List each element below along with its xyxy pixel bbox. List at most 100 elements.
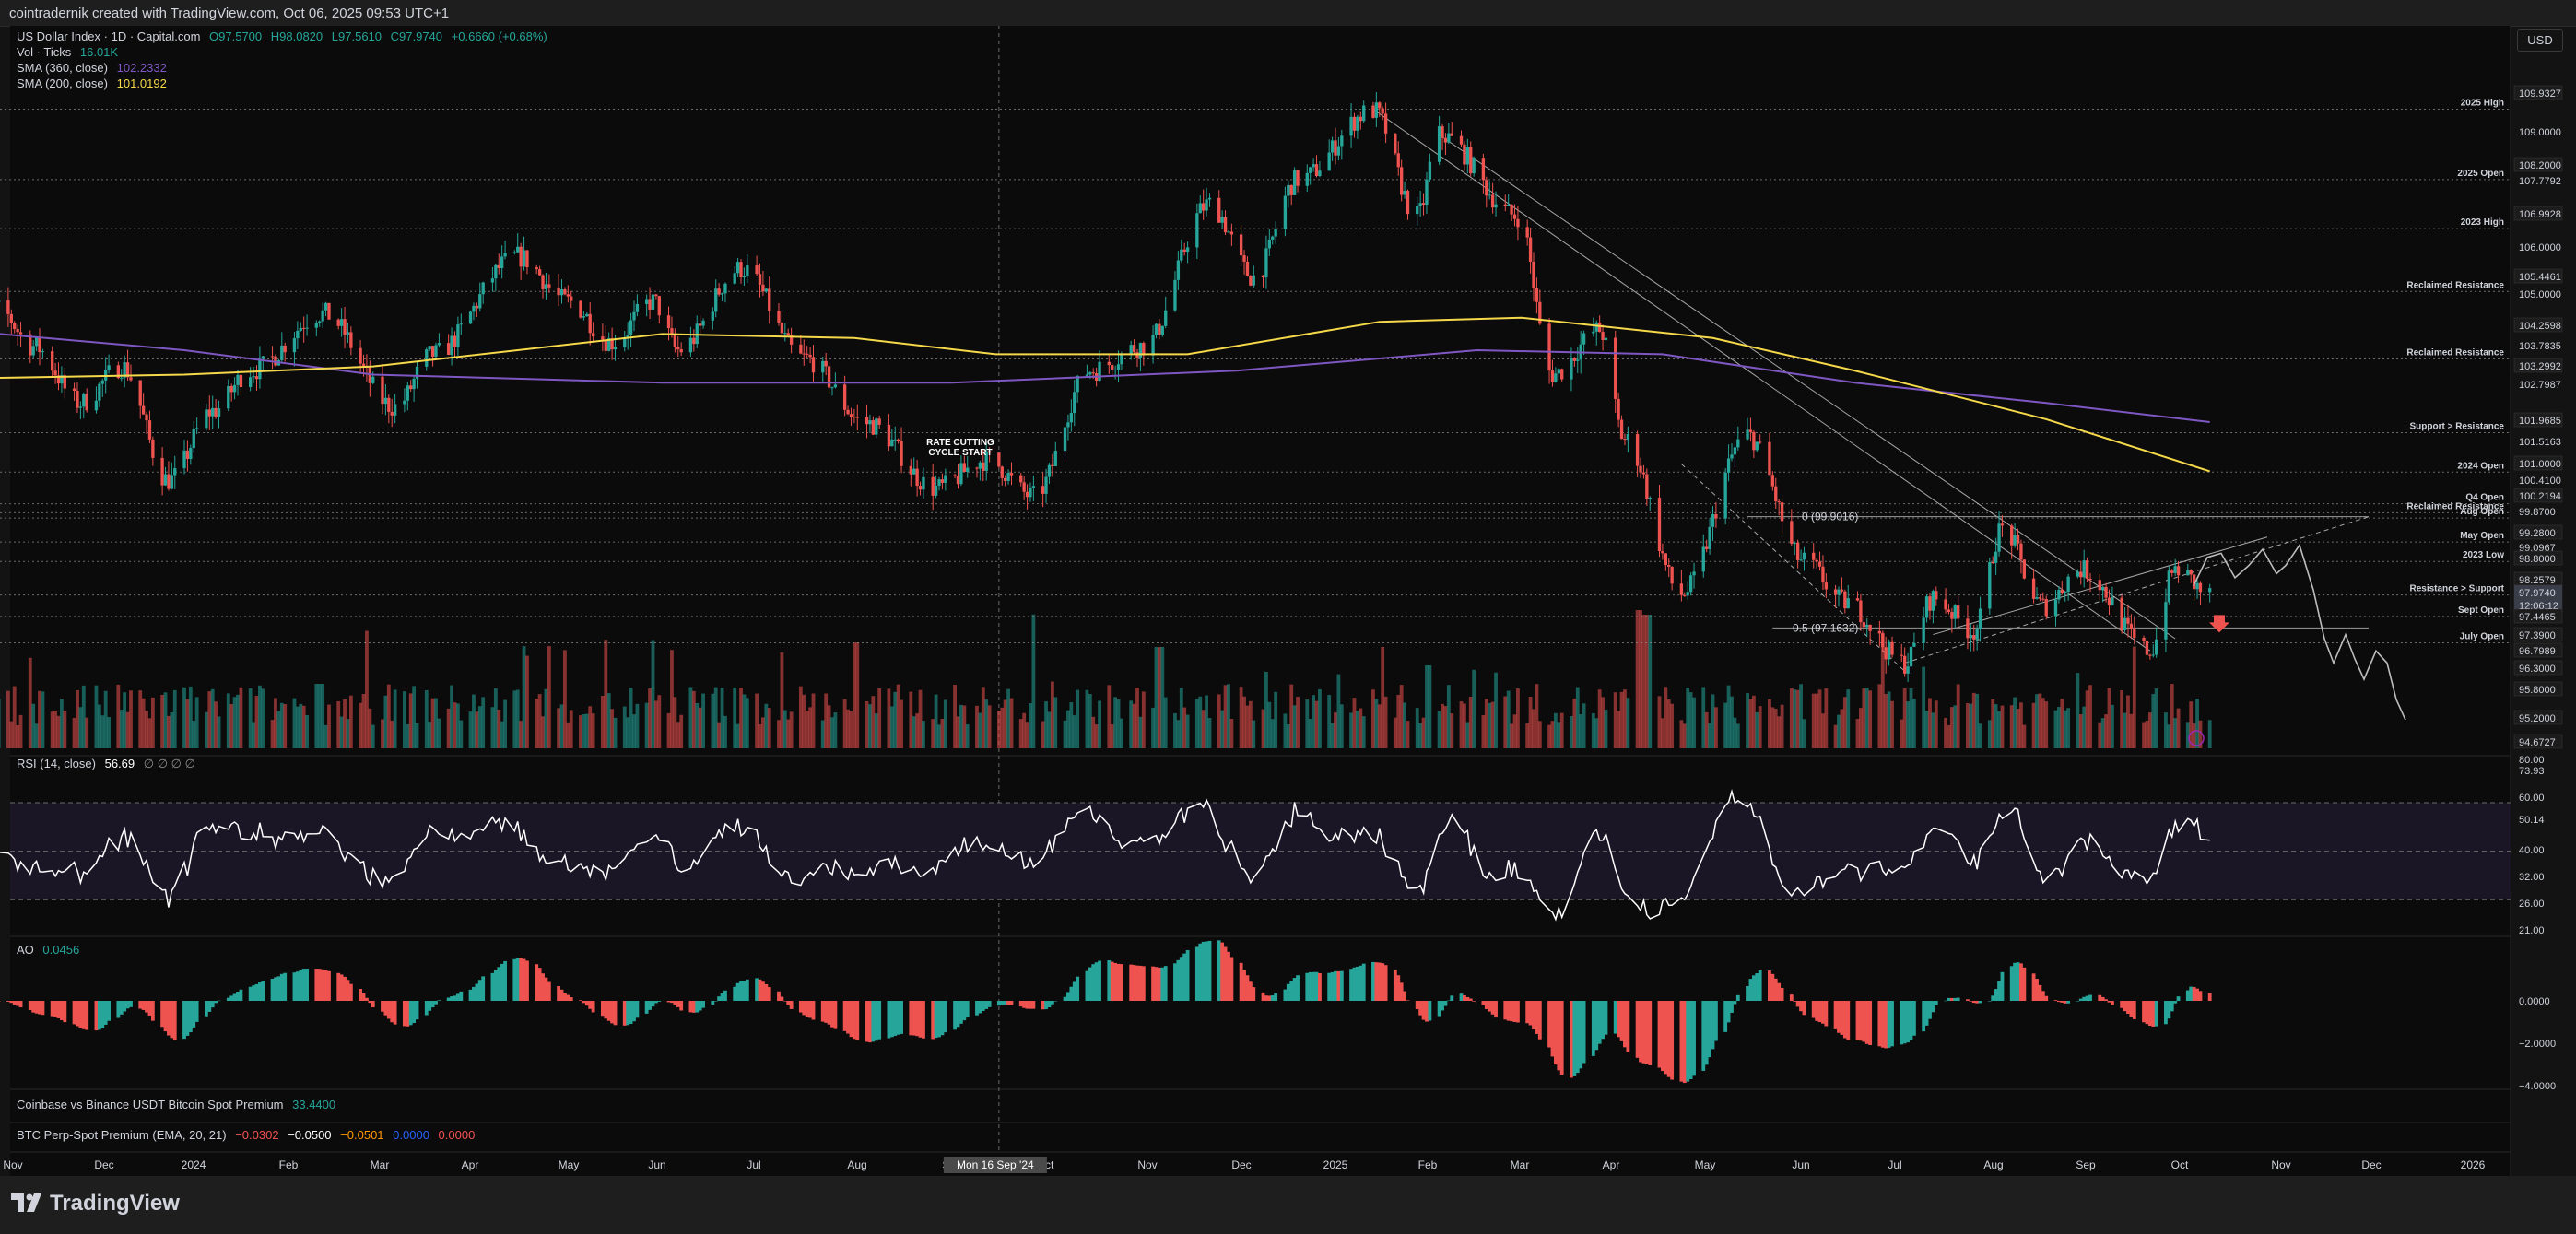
volume-bar xyxy=(1755,711,1759,748)
volume-bar xyxy=(1846,689,1851,748)
volume-bar xyxy=(761,717,765,748)
ao-bar xyxy=(673,1001,677,1005)
ao-bar xyxy=(1336,970,1341,1001)
volume-bar xyxy=(1270,719,1275,748)
ao-axis-label: 0.0000 xyxy=(2519,996,2550,1007)
candle-body xyxy=(261,356,265,359)
candle-body xyxy=(591,333,595,337)
volume-bar xyxy=(931,719,935,748)
ao-bar xyxy=(1314,971,1319,1001)
ao-bar xyxy=(547,981,551,1001)
volume-bar xyxy=(1824,688,1829,748)
candle-body xyxy=(296,330,300,339)
ao-bar xyxy=(782,1001,787,1002)
volume-bar xyxy=(412,686,417,748)
candle-body xyxy=(516,246,520,253)
time-axis-label: Dec xyxy=(94,1158,113,1171)
candle-body xyxy=(2022,559,2027,579)
ao-bar xyxy=(150,1001,155,1021)
ao-bar xyxy=(2207,993,2212,1001)
ao-bar xyxy=(2041,991,2045,1001)
ao-bar xyxy=(1679,1001,1684,1082)
candle-body xyxy=(566,294,570,297)
candle-body xyxy=(2088,578,2092,581)
volume-bar xyxy=(1403,702,1406,748)
candle-body xyxy=(2189,570,2193,575)
ao-bar xyxy=(248,986,253,1001)
ao-bar xyxy=(827,1001,831,1025)
volume-bar xyxy=(371,724,375,748)
candle-body xyxy=(1777,501,1781,503)
volume-bar xyxy=(1994,704,1998,748)
volume-bar xyxy=(1003,699,1007,748)
volume-bar xyxy=(918,689,923,748)
candle-body xyxy=(1711,513,1715,527)
ao-bar xyxy=(100,1001,105,1028)
ao-bar xyxy=(1648,1001,1653,1065)
volume-bar xyxy=(1336,674,1341,748)
ao-bar xyxy=(1780,987,1784,1001)
ao-bar xyxy=(1163,966,1168,1001)
volume-bar xyxy=(321,684,325,748)
time-axis-label: Aug xyxy=(847,1158,866,1171)
volume-bar xyxy=(1107,685,1112,748)
volume-bar xyxy=(2056,707,2061,748)
ao-bar xyxy=(1267,995,1272,1001)
tradingview-logo-icon xyxy=(11,1193,41,1212)
volume-bar xyxy=(116,684,121,748)
volume-bar xyxy=(257,685,262,748)
ao-bar xyxy=(76,1001,79,1027)
chart-frame[interactable] xyxy=(10,26,2511,1176)
price-axis-box xyxy=(2513,681,2563,697)
candle-body xyxy=(1688,575,1693,593)
volume-bar xyxy=(1688,692,1693,748)
currency-button[interactable]: USD xyxy=(2517,29,2563,52)
candle-body xyxy=(1154,323,1159,335)
candle-body xyxy=(1459,135,1464,145)
volume-bar xyxy=(2038,693,2042,748)
candle-body xyxy=(1463,144,1466,165)
candle-body xyxy=(768,288,771,311)
candle-body xyxy=(975,467,979,469)
tradingview-logo[interactable]: TradingView xyxy=(11,1191,180,1216)
volume-bar xyxy=(519,721,523,748)
volume-bar xyxy=(314,684,319,748)
volume-bar xyxy=(1468,696,1473,748)
candle-body xyxy=(670,328,674,335)
ao-bar xyxy=(1711,1001,1715,1050)
ao-bar xyxy=(1132,965,1136,1001)
candle-body xyxy=(1957,605,1960,619)
candle-body xyxy=(1485,180,1488,196)
price-axis-box xyxy=(2513,734,2563,749)
candle-body xyxy=(173,468,177,476)
candle-body xyxy=(239,374,243,387)
ao-bar xyxy=(1312,971,1316,1001)
volume-bar xyxy=(2132,646,2136,748)
volume-bar xyxy=(393,689,397,748)
volume-bar xyxy=(1044,701,1048,748)
volume-bar xyxy=(1217,694,1221,748)
candle-body xyxy=(323,302,328,311)
candle-body xyxy=(2173,566,2177,573)
volume-bar xyxy=(1381,646,1385,748)
candle-body xyxy=(651,294,655,310)
candle-body xyxy=(1488,194,1491,196)
volume-bar xyxy=(1194,699,1199,748)
price-axis-label: 98.8000 xyxy=(2519,554,2556,565)
candle-body xyxy=(1047,464,1052,477)
ao-bar xyxy=(1817,1001,1822,1023)
candle-body xyxy=(1292,170,1297,195)
volume-bar xyxy=(261,688,265,748)
volume-bar xyxy=(1314,700,1319,748)
ao-pane xyxy=(0,940,2212,1084)
price-axis-label: 97.9740 xyxy=(2519,588,2556,599)
candle-body xyxy=(701,320,705,326)
ao-bar xyxy=(1088,967,1092,1001)
volume-bar xyxy=(97,704,101,748)
ao-bar xyxy=(1641,1001,1646,1064)
ao-bar xyxy=(123,1001,127,1012)
ao-bar xyxy=(1207,940,1212,1001)
volume-bar xyxy=(893,691,898,748)
ao-bar xyxy=(1840,1001,1844,1035)
